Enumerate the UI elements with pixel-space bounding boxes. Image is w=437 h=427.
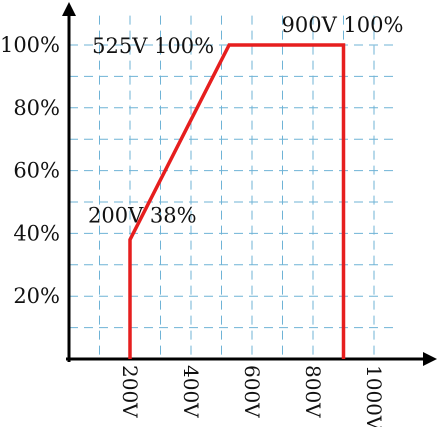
axes-layer [62, 2, 437, 366]
y-axis-arrow [62, 2, 76, 16]
x-tick-label: 400V [179, 365, 203, 418]
y-tick-label: 80% [13, 96, 60, 120]
point-annotation: 525V 100% [92, 34, 214, 58]
annotations: 200V 38% 525V 100% 900V 100% [88, 13, 403, 228]
y-tick-label: 20% [13, 284, 60, 308]
x-axis-arrow [423, 352, 437, 366]
x-tick-label: 600V [240, 365, 264, 418]
point-annotation: 900V 100% [282, 13, 404, 37]
point-annotation: 200V 38% [88, 204, 197, 228]
x-tick-label: 800V [301, 365, 325, 418]
y-tick-labels: 20% 40% 60% 80% 100% [0, 33, 60, 308]
x-tick-label: 200V [118, 365, 142, 418]
y-tick-label: 40% [13, 221, 60, 245]
y-tick-label: 60% [13, 159, 60, 183]
x-tick-labels: 200V 400V 600V 800V 1000V [118, 365, 386, 427]
y-tick-label: 100% [0, 33, 60, 57]
x-tick-label: 1000V [362, 365, 386, 427]
series-line [128, 43, 346, 359]
grid-layer [69, 15, 397, 359]
series-layer [128, 43, 346, 359]
